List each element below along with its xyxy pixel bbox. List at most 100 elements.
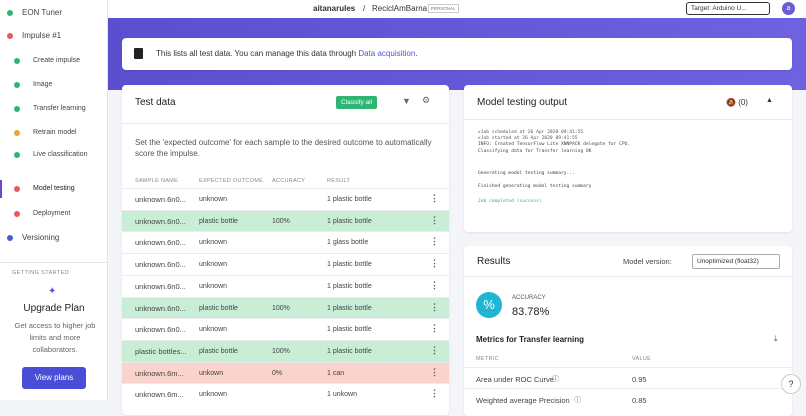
nav-icon [14,186,20,192]
nav-item[interactable]: Image [33,81,53,88]
log-line: Classifying data for Transfer learning O… [478,149,592,154]
nav-icon [7,235,13,241]
banner: This lists all test data. You can manage… [122,38,792,70]
expected-outcome: unknown [199,239,228,247]
row-menu[interactable]: ⋮ [430,279,439,290]
table-row[interactable]: unknown.6n0... unknown 1 glass bottle ⋮ [122,231,449,253]
project: ReciclAmBarna [372,4,428,13]
metric-info: ⓘ [552,376,559,383]
target[interactable]: Target: Arduino U... [686,2,770,15]
table-row[interactable]: unknown.6m... unkown 0% 1 can ⋮ [122,361,449,384]
sample-name: unknown.6n0... [135,216,186,226]
expected-outcome: unknown [199,326,228,334]
table-row[interactable]: unknown.6n0... plastic bottle 100% 1 plasti… [122,209,449,232]
user: aitanarules [313,4,356,13]
log-line: ✔Job scheduled at 26 Apr 2020 09:41:55 [478,130,584,135]
nav-icon [14,211,20,217]
accuracy: 0% [272,369,283,377]
panel-title: Test data [135,97,176,108]
expected-outcome: unknown [199,282,228,290]
nav-item[interactable]: Impulse #1 [22,31,62,40]
table-row[interactable]: unknown.6n0... unknown 1 plastic bottle ⋮ [122,274,449,297]
view-plans[interactable]: View plans [22,367,86,389]
result: 1 plastic bottle [327,217,372,225]
top-bar: aitanarules / ReciclAmBarna PERSONAL Tar… [108,0,806,18]
row-menu[interactable]: ⋮ [430,323,439,334]
classify-all[interactable]: Classify all [336,96,378,109]
metric-name: Area under ROC Curve [476,375,554,384]
table-row[interactable]: unknown.6n0... unknown 1 plastic bottle ⋮ [122,318,449,340]
accuracy: 100% [272,304,290,312]
nav-icon [7,33,13,39]
nav-item[interactable]: EON Tuner [22,8,63,17]
metric-row: Weighted average Precision ⓘ 0.85 [464,388,792,409]
nav-item[interactable]: Transfer learning [33,105,86,112]
download[interactable]: ⤓ [774,334,778,343]
metric-value: 0.95 [632,375,647,384]
help[interactable]: ? [781,374,801,394]
accuracy: 100% [272,217,290,225]
metric-row: Area under ROC Curve ⓘ 0.95 [464,367,792,388]
accuracy: 100% [272,347,290,355]
notifications[interactable]: 🔕 (0) [726,98,748,107]
table-row[interactable]: unknown.6n0... plastic bottle 100% 1 plasti… [122,296,449,319]
avatar[interactable]: a [782,2,795,15]
sidebar: GETTING STARTED ✦ Upgrade Plan Get acces… [0,0,108,400]
filter-icon[interactable]: ▼ [402,96,411,106]
results-panel: Results Model version: Unoptimized (floa… [464,246,792,416]
sample-name: unknown.6n0... [135,195,186,204]
active-indicator [0,180,2,198]
column-header: SAMPLE NAME [135,178,179,184]
nav-item[interactable]: Versioning [22,233,60,242]
output-panel: Model testing output 🔕 (0) ▲ ✔Job schedu… [464,85,792,232]
row-menu[interactable]: ⋮ [430,388,439,399]
row-menu[interactable]: ⋮ [430,193,439,203]
table-row[interactable]: unknown.6n0... unknown 1 plastic bottle ⋮ [122,253,449,275]
row-menu[interactable]: ⋮ [430,258,439,269]
row-menu[interactable]: ⋮ [430,236,439,247]
row-menu[interactable]: ⋮ [430,301,439,312]
nav-item[interactable]: Live classification [33,151,88,158]
upgrade-title: Upgrade Plan [23,303,85,314]
metric-value: 0.85 [632,396,647,405]
settings-icon[interactable]: ⚙ [422,95,431,105]
nav-item[interactable]: Deployment [33,210,71,217]
table-row[interactable]: unknown.6m... unknown 1 unkown ⋮ [122,383,449,405]
row-menu[interactable]: ⋮ [430,214,439,225]
nav-item[interactable]: Retrain model [33,129,77,136]
sep: / [363,4,366,13]
banner-text: This lists all test data. You can manage… [156,49,418,58]
version-select[interactable]: Unoptimized (float32) [692,254,780,269]
column-header: ACCURACY [272,178,306,184]
panel-title: Model testing output [477,97,568,108]
badge: PERSONAL [428,4,459,13]
nav-icon [14,152,20,158]
description: Set the 'expected outcome' for each samp… [135,138,432,158]
banner-link[interactable]: Data acquisition [358,49,416,58]
result: 1 plastic bottle [327,282,372,290]
nav-item[interactable]: Model testing [33,185,75,192]
nav-icon [14,130,20,136]
result: 1 plastic bottle [327,261,372,269]
log-line: Generating model testing summary... [478,171,575,176]
accuracy-icon: % [476,292,502,318]
collapse[interactable]: ▲ [766,97,773,104]
banner-end: . [415,49,418,58]
log-line: ✔Job started at 26 Apr 2020 09:41:55 [478,136,578,141]
sample-name: unknown.6n0... [135,325,186,335]
upgrade-text: Get access to higher job limits and more… [14,321,96,354]
nav-icon [14,58,20,64]
expected-outcome: plastic bottle [199,217,238,225]
nav-item[interactable]: Create impulse [33,57,81,64]
row-menu[interactable]: ⋮ [430,366,439,377]
section: GETTING STARTED [12,270,70,276]
expected-outcome: unkown [199,369,224,377]
table-row[interactable]: plastic bottles... plastic bottle 100% 1 pl… [122,339,449,362]
test-data-panel: Test data Classify all ▼ ⚙ Set the 'expe… [122,85,449,415]
row-menu[interactable]: ⋮ [430,344,439,355]
expected-outcome: plastic bottle [199,347,238,355]
result: 1 plastic bottle [327,326,372,334]
table-row[interactable]: unknown.6n0... unknown 1 plastic bottle ⋮ [122,188,449,210]
divider [122,123,449,124]
sample-name: unknown.6n0... [135,303,186,313]
